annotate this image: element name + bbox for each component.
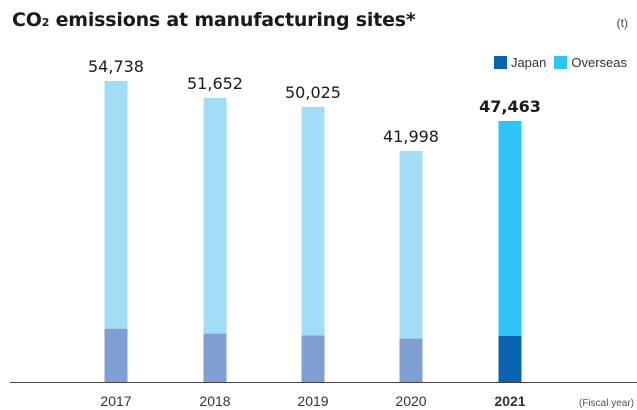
total-label-2019: 50,025 [285,83,341,102]
total-label-2018: 51,652 [187,74,243,93]
bar-japan-2018 [203,333,227,382]
legend: Japan Overseas [486,55,627,70]
bar-overseas-2018 [203,97,227,334]
bar-overseas-2017 [104,80,128,329]
x-tick-2020: 2020 [395,393,426,409]
chart-title: CO2 emissions at manufacturing sites* [12,9,416,31]
total-label-2021: 47,463 [479,97,541,116]
bar-japan-2017 [104,328,128,382]
bar-overseas-2020 [399,151,423,339]
x-tick-2019: 2019 [297,393,328,409]
legend-label-japan: Japan [510,55,547,70]
legend-swatch-overseas [554,56,568,69]
x-tick-2017: 2017 [100,393,131,409]
total-label-2017: 54,738 [88,57,144,76]
bar-japan-2019 [301,335,325,382]
bar-overseas-2021 [498,120,522,336]
legend-label-overseas: Overseas [571,55,627,70]
legend-item-japan: Japan [493,55,547,70]
unit-label: (t) [616,16,628,30]
bar-japan-2021 [498,335,522,382]
x-axis-note: (Fiscal year) [579,398,634,409]
legend-swatch-japan [493,56,507,69]
bar-overseas-2019 [301,106,325,336]
bar-japan-2020 [399,338,423,382]
total-label-2020: 41,998 [383,127,439,146]
x-tick-2021: 2021 [494,393,525,409]
legend-item-overseas: Overseas [554,55,627,70]
x-tick-2018: 2018 [199,393,230,409]
